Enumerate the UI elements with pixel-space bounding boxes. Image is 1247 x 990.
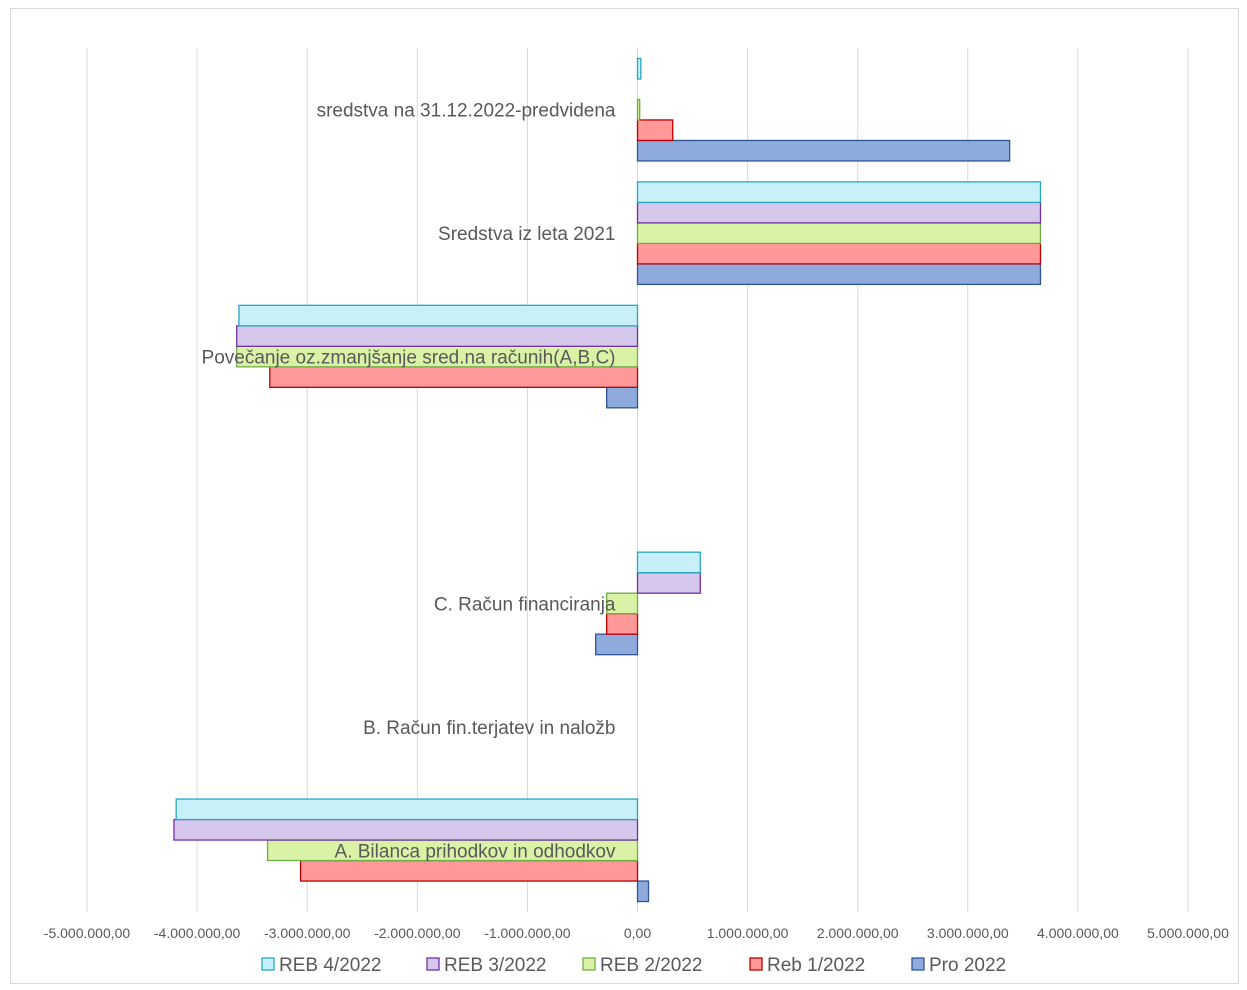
bar bbox=[173, 818, 639, 841]
legend-item: REB 4/2022 bbox=[261, 955, 381, 976]
bar bbox=[238, 304, 639, 327]
x-tick-label: -4.000.000,00 bbox=[154, 925, 241, 941]
bar bbox=[269, 366, 639, 388]
x-tick-label: 2.000.000,00 bbox=[817, 925, 899, 941]
legend: REB 4/2022 REB 3/2022 REB 2/2022 Reb 1/2022… bbox=[261, 955, 1006, 976]
x-tick-label: -3.000.000,00 bbox=[264, 925, 351, 941]
legend-item: REB 2/2022 bbox=[582, 955, 702, 976]
legend-label: REB 2/2022 bbox=[600, 955, 702, 976]
bar bbox=[236, 325, 639, 347]
x-tick-label: -2.000.000,00 bbox=[374, 925, 461, 941]
bar bbox=[299, 859, 639, 882]
legend-swatch bbox=[426, 957, 440, 971]
x-tick-label: -1.000.000,00 bbox=[484, 925, 571, 941]
x-tick-label: 5.000.000,00 bbox=[1147, 925, 1229, 941]
legend-swatch bbox=[911, 957, 925, 971]
x-tick-label: 0,00 bbox=[624, 925, 651, 941]
bar bbox=[606, 592, 639, 615]
bars bbox=[173, 57, 1042, 903]
x-tick-label: 4.000.000,00 bbox=[1037, 925, 1119, 941]
legend-swatch bbox=[261, 957, 275, 971]
category-label: C. Račun financiranja bbox=[434, 594, 616, 615]
x-tick-label: 3.000.000,00 bbox=[927, 925, 1009, 941]
category-labels: A. Bilanca prihodkov in odhodkov B. Račun… bbox=[202, 101, 616, 863]
bar bbox=[606, 386, 639, 409]
gridlines bbox=[86, 48, 1189, 912]
x-axis-ticks: -5.000.000,00 -4.000.000,00 -3.000.000,00 -… bbox=[44, 925, 1229, 941]
bar bbox=[636, 181, 1042, 204]
legend-label: Pro 2022 bbox=[929, 955, 1006, 976]
category-label: Povečanje oz.zmanjšanje sred.na računih(… bbox=[202, 348, 616, 369]
bar bbox=[636, 201, 1042, 224]
bar bbox=[636, 119, 674, 142]
bar bbox=[636, 57, 642, 80]
legend-item: Reb 1/2022 bbox=[749, 955, 865, 976]
legend-label: REB 4/2022 bbox=[279, 955, 381, 976]
x-tick-label: -5.000.000,00 bbox=[44, 925, 131, 941]
legend-label: Reb 1/2022 bbox=[767, 955, 865, 976]
bar bbox=[595, 633, 639, 656]
bar bbox=[636, 572, 701, 594]
category-label: sredstva na 31.12.2022-predvidena bbox=[317, 101, 616, 122]
legend-label: REB 3/2022 bbox=[444, 955, 546, 976]
bar bbox=[606, 613, 639, 635]
category-label: B. Račun fin.terjatev in naložb bbox=[363, 718, 615, 739]
legend-item: Pro 2022 bbox=[911, 955, 1006, 976]
bar bbox=[636, 222, 1042, 245]
bar bbox=[636, 98, 641, 121]
legend-swatch bbox=[582, 957, 596, 971]
bar bbox=[636, 880, 650, 903]
bar bbox=[175, 798, 639, 821]
x-tick-label: 1.000.000,00 bbox=[707, 925, 789, 941]
legend-item: REB 3/2022 bbox=[426, 955, 546, 976]
bar bbox=[636, 551, 701, 574]
bar bbox=[636, 263, 1042, 286]
category-label: A. Bilanca prihodkov in odhodkov bbox=[335, 841, 616, 862]
category-label: Sredstva iz leta 2021 bbox=[438, 224, 615, 245]
bar bbox=[636, 242, 1042, 265]
legend-swatch bbox=[749, 957, 763, 971]
bar bbox=[636, 139, 1011, 162]
